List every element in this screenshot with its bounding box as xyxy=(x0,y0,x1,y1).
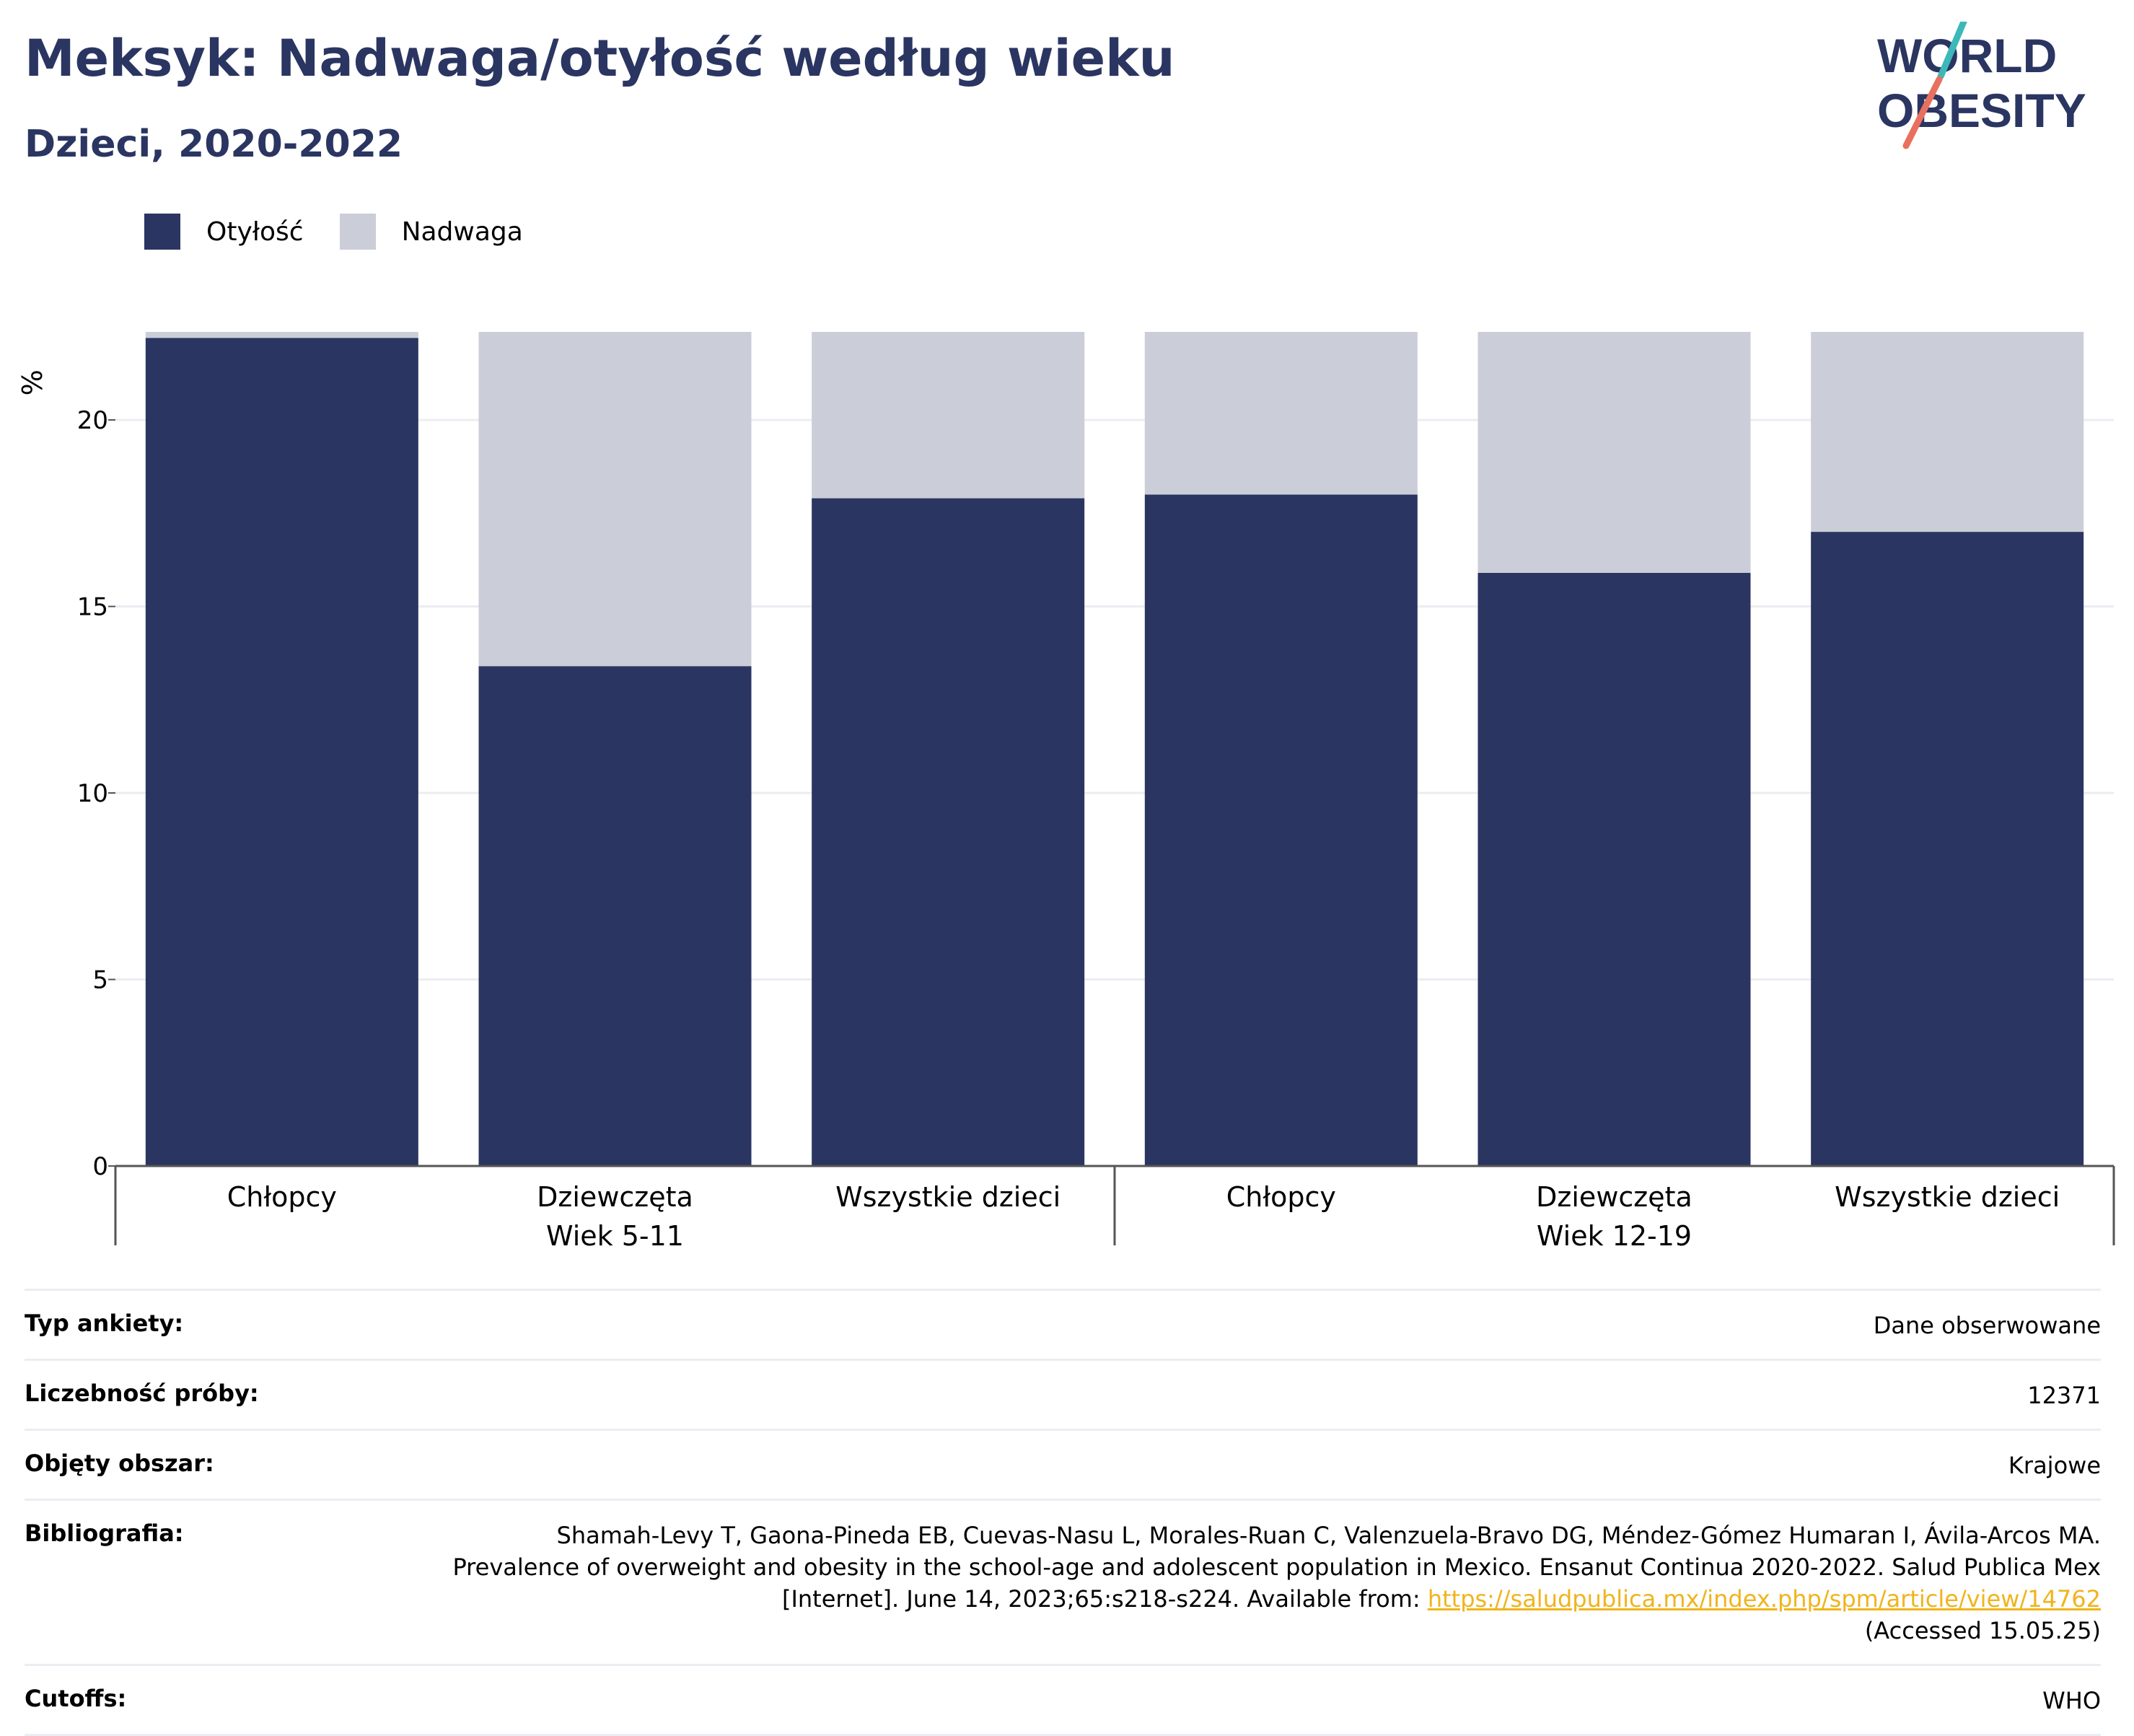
meta-label-bibliography: Bibliografia: xyxy=(25,1520,184,1547)
x-tick-label-0: Chłopcy xyxy=(227,1181,337,1213)
chart-subtitle: Dzieci, 2020-2022 xyxy=(25,123,403,166)
chart-title: Meksyk: Nadwaga/otyłość według wieku xyxy=(25,29,1175,88)
chart-legend: Otyłość Nadwaga xyxy=(144,214,559,250)
logo-text-world: WORLD xyxy=(1877,29,2057,82)
bibliography-text: Shamah-Levy T, Gaona-Pineda EB, Cuevas-N… xyxy=(452,1522,2101,1613)
bar-overweight-0 xyxy=(145,332,418,338)
bar-obesity-4 xyxy=(1477,572,1751,1166)
y-tick-label-10: 10 xyxy=(77,779,108,808)
y-tick-label-5: 5 xyxy=(92,966,108,995)
bar-overweight-2 xyxy=(812,332,1085,499)
meta-label-survey-type: Typ ankiety: xyxy=(25,1310,184,1337)
legend-swatch-obesity xyxy=(144,214,180,250)
bar-overweight-1 xyxy=(478,332,752,667)
y-tick-label-20: 20 xyxy=(77,406,108,435)
meta-value-coverage: Krajowe xyxy=(2008,1452,2101,1479)
legend-swatch-overweight xyxy=(339,214,376,250)
group-label-0: Wiek 5-11 xyxy=(546,1220,684,1252)
bar-overweight-3 xyxy=(1144,332,1418,495)
meta-value-bibliography: Shamah-Levy T, Gaona-Pineda EB, Cuevas-N… xyxy=(442,1520,2101,1647)
meta-label-cutoffs: Cutoffs: xyxy=(25,1685,127,1712)
y-tick-label-0: 0 xyxy=(92,1152,108,1181)
bar-obesity-2 xyxy=(812,498,1085,1166)
meta-label-sample-size: Liczebność próby: xyxy=(25,1380,259,1407)
logo-slash-teal xyxy=(1937,22,1967,80)
group-label-1: Wiek 12-19 xyxy=(1537,1220,1692,1252)
y-axis-label: % xyxy=(17,369,48,395)
logo-slash-coral xyxy=(1902,76,1943,149)
bar-obesity-1 xyxy=(478,666,752,1166)
x-tick-label-4: Dziewczęta xyxy=(1536,1181,1692,1213)
meta-row-survey-type: Typ ankiety: Dane obserwowane xyxy=(25,1289,2101,1359)
meta-value-sample-size: 12371 xyxy=(2027,1382,2101,1409)
stacked-bar-chart: 0510152025303540%ChłopcyDziewczętaWszyst… xyxy=(17,332,2115,1252)
legend-label-obesity: Otyłość xyxy=(206,216,304,247)
meta-row-coverage: Objęty obszar: Krajowe xyxy=(25,1429,2101,1499)
bibliography-link[interactable]: https://saludpublica.mx/index.php/spm/ar… xyxy=(1427,1585,2101,1613)
legend-label-overweight: Nadwaga xyxy=(401,216,523,247)
bar-overweight-4 xyxy=(1477,332,1751,573)
legend-item-obesity[interactable]: Otyłość xyxy=(144,214,304,250)
x-tick-label-1: Dziewczęta xyxy=(537,1181,693,1213)
bar-obesity-5 xyxy=(1811,532,2084,1166)
legend-item-overweight[interactable]: Nadwaga xyxy=(339,214,523,250)
meta-row-cutoffs: Cutoffs: WHO xyxy=(25,1664,2101,1736)
y-tick-label-15: 15 xyxy=(77,593,108,622)
meta-row-bibliography: Bibliografia: Shamah-Levy T, Gaona-Pined… xyxy=(25,1499,2101,1664)
bar-overweight-5 xyxy=(1811,332,2084,532)
meta-value-survey-type: Dane obserwowane xyxy=(1873,1312,2101,1339)
x-tick-label-2: Wszystkie dzieci xyxy=(835,1181,1061,1213)
x-tick-label-5: Wszystkie dzieci xyxy=(1835,1181,2060,1213)
meta-value-cutoffs: WHO xyxy=(2042,1687,2101,1714)
meta-row-sample-size: Liczebność próby: 12371 xyxy=(25,1359,2101,1429)
x-tick-label-3: Chłopcy xyxy=(1226,1181,1336,1213)
logo-text-obesity: OBESITY xyxy=(1877,84,2086,137)
bibliography-accessed: (Accessed 15.05.25) xyxy=(1864,1617,2101,1644)
bar-obesity-3 xyxy=(1144,494,1418,1166)
world-obesity-logo: WORLD OBESITY xyxy=(1877,22,2086,149)
metadata-table: Typ ankiety: Dane obserwowane Liczebność… xyxy=(25,1289,2101,1736)
meta-label-coverage: Objęty obszar: xyxy=(25,1450,214,1477)
bar-obesity-0 xyxy=(145,338,418,1166)
